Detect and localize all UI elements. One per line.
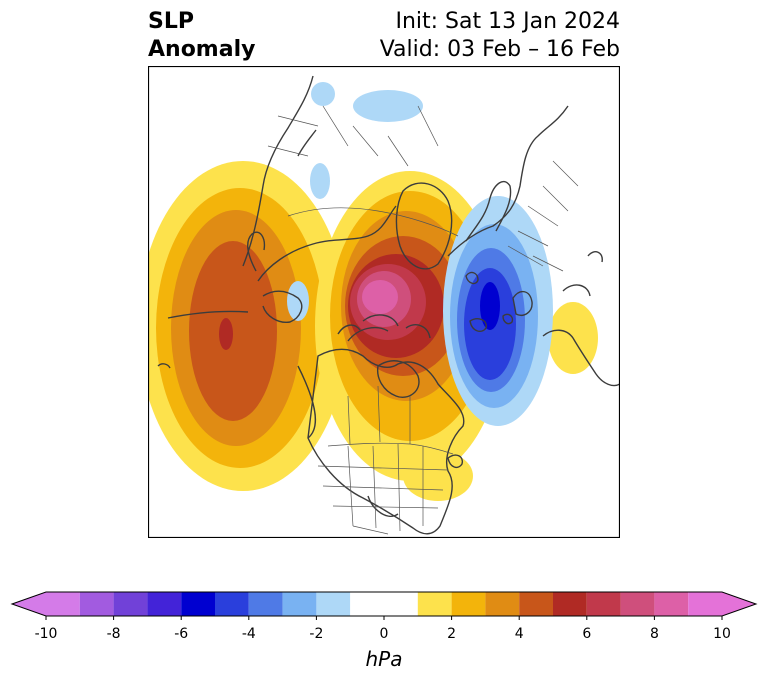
border-europe-countries (507, 160, 579, 272)
colorbar-bin-8 (316, 592, 351, 616)
coastline-greenland (395, 182, 453, 270)
coastline-gulf-of-mexico (367, 495, 399, 517)
anomaly-contour-central-asia-negative--1 (310, 163, 330, 199)
colorbar: -10 -8 -6 -4 -2 0 2 4 6 8 10 hPa (10, 591, 758, 671)
colorbar-bin-0 (46, 592, 80, 616)
colorbar-bin-7 (282, 592, 317, 616)
anomaly-contour-north-pacific-positive-5 (219, 318, 233, 350)
colorbar-tick-label-9: 8 (650, 626, 659, 642)
colorbar-over-extension (722, 592, 756, 616)
colorbar-bin-12 (485, 592, 520, 616)
anomaly-siberia-negative (353, 90, 423, 122)
anomaly-central-asia-negative (310, 163, 330, 199)
anomaly-map (148, 66, 620, 538)
coastline-siberia (257, 205, 397, 282)
anomaly-contour-scandinavia-negative--5 (480, 282, 500, 330)
colorbar-bin-5 (215, 592, 249, 616)
colorbar-ticks: -10 -8 -6 -4 -2 0 2 4 6 8 10 (35, 616, 731, 642)
colorbar-bin-1 (79, 592, 114, 616)
coastline-newfoundland (447, 454, 463, 469)
colorbar-bin-18 (688, 592, 722, 616)
colorbar-bins (10, 591, 758, 617)
anomaly-contour-mongolia-negative--1 (311, 82, 335, 106)
colorbar-tick-label-2: -6 (174, 626, 188, 642)
coastline-scandinavia (465, 180, 512, 242)
colorbar-tick-label-5: 0 (380, 626, 389, 642)
coastline-hudson-bay (376, 360, 420, 398)
coastline-iberia-mediterranean (542, 329, 620, 387)
colorbar-bin-11 (451, 592, 486, 616)
colorbar-tick-label-0: -10 (35, 626, 58, 642)
coastline-alaska (262, 290, 303, 323)
colorbar-bin-14 (553, 592, 587, 616)
init-date-label: Init: Sat 13 Jan 2024 (395, 9, 620, 34)
date-title: Init: Sat 13 Jan 2024 Valid: 03 Feb – 16… (380, 8, 620, 64)
anomaly-contour-siberia-negative--1 (353, 90, 423, 122)
coastline-british-isles (502, 291, 533, 325)
anomaly-mongolia-negative (311, 82, 335, 106)
colorbar-tick-label-7: 4 (515, 626, 524, 642)
border-us-states-1 (317, 443, 449, 532)
colorbar-bin-17 (654, 592, 689, 616)
colorbar-tick-label-4: -2 (309, 626, 323, 642)
coastlines (157, 75, 620, 535)
anomaly-contour-alaska-negative--1 (287, 281, 309, 321)
colorbar-bin-3 (147, 592, 182, 616)
coastline-kamchatka (246, 231, 266, 272)
anomaly-contour-north-pacific-positive-4 (189, 241, 277, 421)
colorbar-bin-15 (586, 592, 621, 616)
variable-title-line2: Anomaly (148, 37, 256, 62)
anomaly-atlantic-positive (403, 451, 473, 501)
colorbar-under-extension (12, 592, 46, 616)
coastline-black-caspian (562, 251, 603, 297)
colorbar-tick-label-1: -8 (107, 626, 121, 642)
colorbar-tick-label-10: 10 (713, 626, 731, 642)
coastline-iceland (469, 318, 487, 333)
colorbar-bin-13 (519, 592, 553, 616)
coastline-east-asia (242, 75, 314, 267)
coastline-europe (447, 105, 569, 257)
coastline-aleutians (157, 310, 249, 369)
colorbar-tick-label-3: -4 (242, 626, 256, 642)
colorbar-unit-label: hPa (366, 647, 403, 671)
border-asia-countries (267, 105, 439, 167)
map-frame (148, 66, 620, 538)
border-canada-provinces (347, 385, 411, 445)
political-borders (267, 105, 579, 535)
colorbar-tick-label-6: 2 (447, 626, 456, 642)
variable-title: SLP Anomaly (148, 8, 255, 64)
coastline-canadian-archipelago (337, 314, 431, 342)
colorbar-bin-16 (620, 592, 655, 616)
anomaly-contour-atlantic-positive-1 (403, 451, 473, 501)
colorbar-bin-6 (248, 592, 283, 616)
colorbar-bin-9 (350, 592, 418, 616)
border-russia-china (287, 207, 459, 237)
colorbar-bin-10 (417, 592, 452, 616)
variable-title-line1: SLP (148, 9, 194, 34)
colorbar-bin-4 (181, 592, 215, 616)
border-mexico (352, 525, 389, 535)
colorbar-bin-2 (113, 592, 148, 616)
coastline-svalbard (465, 271, 479, 285)
anomaly-scandinavia-negative (443, 196, 553, 426)
anomaly-alaska-negative (287, 281, 309, 321)
colorbar-tick-label-8: 6 (582, 626, 591, 642)
valid-date-label: Valid: 03 Feb – 16 Feb (379, 37, 620, 62)
anomaly-contour-arctic-positive-8 (362, 280, 398, 314)
